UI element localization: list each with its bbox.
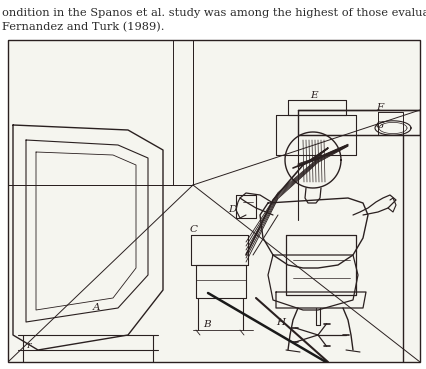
Text: E: E	[309, 91, 317, 100]
Text: D: D	[227, 205, 236, 214]
Text: H: H	[275, 318, 284, 327]
Text: T: T	[26, 342, 32, 350]
Text: Fernandez and Turk (1989).: Fernandez and Turk (1989).	[2, 22, 164, 32]
Text: B: B	[202, 320, 210, 329]
Bar	[8, 40, 419, 362]
Text: C: C	[190, 225, 198, 234]
Text: ondition in the Spanos et al. study was among the highest of those evaluated by: ondition in the Spanos et al. study was …	[2, 8, 426, 18]
Text: F: F	[375, 103, 383, 112]
Text: A: A	[93, 303, 100, 312]
Text: G: G	[375, 121, 383, 130]
